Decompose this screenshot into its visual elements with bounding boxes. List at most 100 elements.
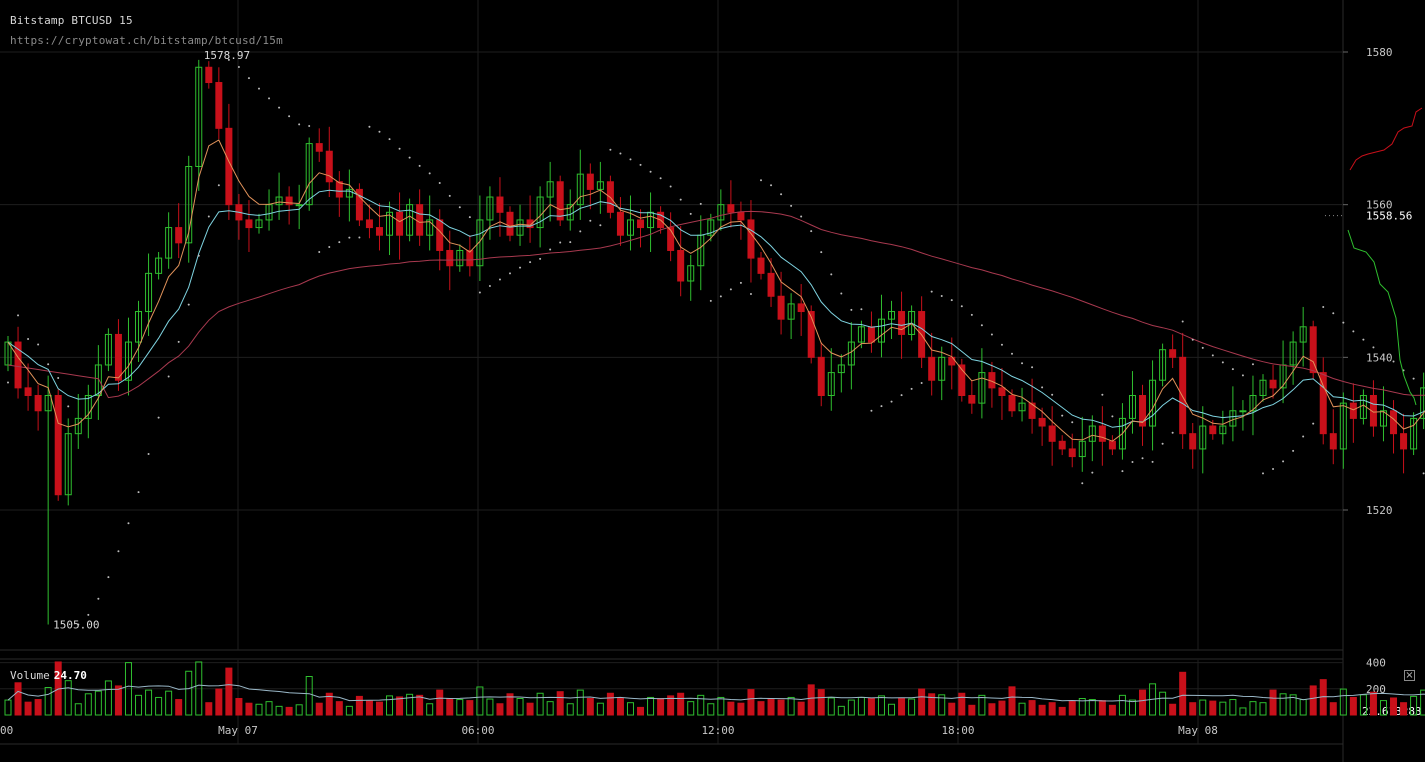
volume-bar [1189, 702, 1197, 716]
candle-body [1189, 433, 1197, 450]
candle-body [938, 356, 946, 381]
candle-body [436, 219, 444, 251]
volume-ma-line [7, 684, 1425, 703]
psar-dot [438, 182, 441, 185]
candle-body [496, 196, 504, 213]
time-tick-label: May 07 [218, 724, 258, 737]
psar-dot [1272, 468, 1275, 471]
psar-dot [308, 125, 311, 128]
psar-dot [900, 394, 903, 397]
volume-bar [1279, 693, 1287, 716]
volume-bar [536, 692, 544, 716]
close-icon[interactable]: × [1404, 670, 1415, 681]
psar-dot [549, 248, 552, 251]
volume-bar [1018, 702, 1026, 716]
volume-bar [898, 697, 906, 716]
psar-dot [1352, 330, 1355, 333]
psar-dot [1131, 460, 1134, 463]
volume-bar [1199, 699, 1207, 716]
psar-dot [850, 308, 853, 311]
candle-body [1139, 395, 1147, 427]
candle-body [1410, 417, 1418, 450]
volume-bar [446, 698, 454, 716]
volume-bar [657, 698, 665, 716]
psar-dot [207, 215, 210, 218]
volume-bar [94, 690, 102, 716]
volume-bar [847, 699, 855, 716]
candle-body [1390, 410, 1398, 435]
volume-bar [135, 694, 143, 716]
volume-bar [155, 696, 163, 716]
psar-dot [1081, 482, 1084, 485]
candle-body [275, 196, 283, 206]
psar-dot [197, 254, 200, 257]
chart-title: Bitstamp BTCUSD 15 [10, 14, 133, 27]
chart-url: https://cryptowat.ch/bitstamp/btcusd/15m [10, 34, 283, 47]
psar-dot [47, 363, 50, 366]
psar-dot [468, 216, 471, 219]
volume-bar [84, 693, 92, 716]
psar-dot [7, 381, 9, 384]
volume-bar [285, 706, 293, 716]
volume-bar [737, 702, 745, 716]
psar-dot [247, 77, 250, 80]
volume-bar [1249, 701, 1257, 716]
candle-body [898, 311, 906, 335]
psar-dot [1241, 374, 1244, 377]
volume-label-text: Volume [10, 669, 50, 682]
volume-bar [727, 701, 735, 716]
candle-body [64, 433, 72, 496]
psar-dot [589, 219, 592, 222]
volume-bar [416, 694, 424, 716]
psar-dot [448, 194, 451, 197]
candle-body [426, 219, 434, 236]
psar-dot [147, 452, 150, 455]
candle-body [466, 249, 474, 267]
volume-bar [124, 662, 132, 716]
volume-bar [104, 680, 112, 716]
volume-bar [787, 696, 795, 716]
volume-bar [426, 703, 434, 716]
candle-body [1169, 349, 1177, 358]
psar-dot [810, 230, 813, 233]
candle-body [1299, 326, 1307, 343]
volume-bar [867, 698, 875, 716]
psar-dot [1412, 377, 1415, 380]
candle-body [175, 227, 183, 244]
psar-dot [227, 58, 230, 61]
psar-dot [408, 156, 411, 159]
candle-body [968, 395, 976, 404]
psar-dot [1091, 471, 1094, 474]
volume-bar [345, 705, 353, 716]
psar-dot [1101, 393, 1104, 396]
volume-tick-label: 400 [1366, 657, 1386, 670]
psar-dot [649, 170, 652, 173]
candle-body [516, 219, 524, 236]
volume-bar [235, 698, 243, 716]
volume-label: Volume 24.70 [10, 669, 87, 682]
psar-dot [258, 87, 260, 90]
candle-body [556, 181, 564, 221]
volume-bar [596, 702, 604, 716]
psar-dot [1332, 312, 1335, 315]
candle-body [1008, 395, 1016, 412]
psar-dot [760, 179, 762, 182]
psar-dot [509, 272, 511, 275]
psar-dot [840, 292, 843, 295]
volume-bar [476, 686, 484, 716]
candle-body [1400, 433, 1408, 450]
candles [4, 59, 1425, 625]
psar-dot [1191, 338, 1194, 341]
volume-bar [245, 702, 253, 716]
candle-body [145, 272, 153, 313]
candle-body [1219, 425, 1227, 435]
candle-body [155, 257, 163, 274]
candle-body [857, 326, 865, 343]
volume-bar [1309, 685, 1317, 716]
psar-dot [1322, 305, 1325, 308]
volume-bar [145, 689, 153, 716]
volume-bar [496, 703, 504, 716]
volume-bar [988, 703, 996, 716]
volume-bar [677, 692, 685, 716]
